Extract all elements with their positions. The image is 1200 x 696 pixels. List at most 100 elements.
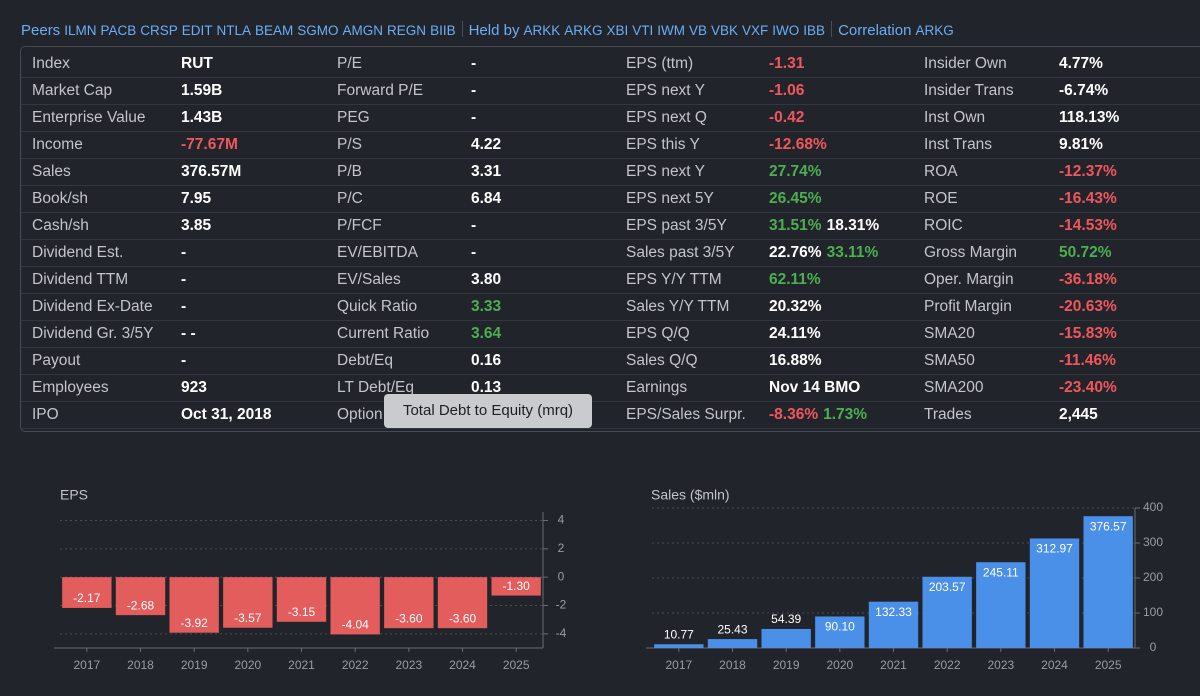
field-value: - [181,348,191,374]
table-row: Dividend Est. - EV/EBITDA - Sales past 3/5Y 2… [21,240,1200,267]
field-value: -1.06 [769,78,809,104]
x-tick-label: 2018 [127,658,154,672]
ticker-link[interactable]: ARKK [523,23,561,38]
ticker-link[interactable]: EDIT [181,23,213,38]
value-part: 33.11% [826,244,879,261]
x-tick-label: 2025 [1095,658,1122,672]
ticker-link[interactable]: AMGN [342,23,384,38]
table-row: Dividend Ex-Date - Quick Ratio 3.33 Sales Y/… [21,294,1200,321]
ticker-link[interactable]: PACB [100,23,137,38]
value-part: -15.83% [1059,325,1117,342]
value-part: 923 [181,379,207,396]
x-tick-label: 2024 [1041,658,1068,672]
field-value: 4.77% [1059,51,1108,77]
ticker-link[interactable]: VB [689,23,708,38]
y-tick-label: -2 [556,598,567,612]
value-part: 62.11% [769,271,821,288]
table-row: Sales 376.57M P/B 3.31 EPS next Y 27.74% ROA -1… [21,159,1200,186]
table-row: Employees 923 LT Debt/Eq 0.13 Earnings Nov 14… [21,375,1200,402]
value-part: -12.37% [1059,163,1117,180]
value-part: -77.67M [181,136,238,153]
ticker-link[interactable]: REGN [387,23,427,38]
field-value: 26.45% [769,186,827,212]
ticker-link[interactable]: BIIB [430,23,456,38]
ticker-link[interactable]: ARKG [915,23,954,38]
bar [868,601,919,648]
ticker-link[interactable]: CRSP [140,23,178,38]
field-label: Oper. Margin [924,271,1014,288]
field-label: Payout [32,352,81,369]
ticker-link[interactable]: IWO [772,23,800,38]
field-value: - [181,294,191,320]
table-row: Dividend TTM - EV/Sales 3.80 EPS Y/Y TTM 62.1… [21,267,1200,294]
group-label[interactable]: Peers [21,22,61,39]
bar [330,577,380,635]
value-part: -1.31 [769,55,805,72]
value-part: -14.53% [1059,217,1117,234]
field-value: RUT [181,51,218,77]
y-tick-label: 4 [558,513,565,527]
x-tick-label: 2019 [773,658,800,672]
field-value: -12.68% [769,132,832,158]
field-value: 0.13 [471,375,506,401]
value-part: -36.18% [1059,271,1117,288]
field-label: Current Ratio [337,325,430,342]
ticker-link[interactable]: ARKG [564,23,603,38]
value-part: - [181,298,187,315]
field-value: - [471,213,481,239]
value-part: 26.45% [769,190,822,207]
field-value: -77.67M [181,132,243,158]
bar [976,562,1026,648]
ticker-link[interactable]: VXF [742,23,769,38]
field-value: 7.95 [181,186,216,212]
field-label: Earnings [626,379,688,396]
field-label: Enterprise Value [32,109,146,126]
field-label: EPS (ttm) [626,55,694,72]
value-part: 22.76% [769,244,822,261]
group-label[interactable]: Correlation [838,22,912,39]
value-part: -1.06 [769,82,805,99]
bar [276,577,327,622]
ticker-link[interactable]: ILMN [64,23,97,38]
value-part: 24.11% [769,325,821,342]
field-label: ROIC [924,217,963,234]
ticker-link[interactable]: IWM [657,23,685,38]
value-part: 2,445 [1059,406,1098,423]
value-part: - [181,271,187,288]
field-label: Inst Trans [924,136,993,153]
field-value: 27.74% [769,159,827,185]
value-part: 3.64 [471,325,502,342]
field-value: 3.33 [471,294,506,320]
value-part: 4.22 [471,136,502,153]
field-value: 923 [181,375,212,401]
value-label: -3.57 [234,611,262,625]
group-label[interactable]: Held by [468,22,520,39]
field-value: 118.13% [1059,105,1124,131]
field-label: Sales Q/Q [626,352,698,369]
value-part: 7.95 [181,190,212,207]
field-label: Dividend Gr. 3/5Y [32,325,154,342]
value-part: 9.81% [1059,136,1103,153]
value-part: 3.80 [471,271,502,288]
field-label: EPS this Y [626,136,700,153]
ticker-link[interactable]: VTI [632,23,654,38]
value-part: 376.57M [181,163,242,180]
field-label: SMA20 [924,325,975,342]
field-label: Forward P/E [337,82,424,99]
field-label: EPS next Y [626,82,705,99]
bar [1029,538,1080,648]
value-part: - - [181,325,196,342]
value-part: - [471,244,477,261]
table-row: Income -77.67M P/S 4.22 EPS this Y -12.68% Ins… [21,132,1200,159]
y-tick-label: -4 [556,626,567,640]
ticker-link[interactable]: VBK [711,23,739,38]
x-tick-label: 2023 [987,658,1014,672]
field-value: 3.85 [181,213,216,239]
ticker-link[interactable]: BEAM [255,23,294,38]
ticker-link[interactable]: SGMO [297,23,339,38]
ticker-link[interactable]: NTLA [216,23,252,38]
value-label: -3.15 [288,605,316,619]
field-value: -11.46% [1059,348,1121,374]
ticker-link[interactable]: IBB [803,23,826,38]
ticker-link[interactable]: XBI [606,23,629,38]
